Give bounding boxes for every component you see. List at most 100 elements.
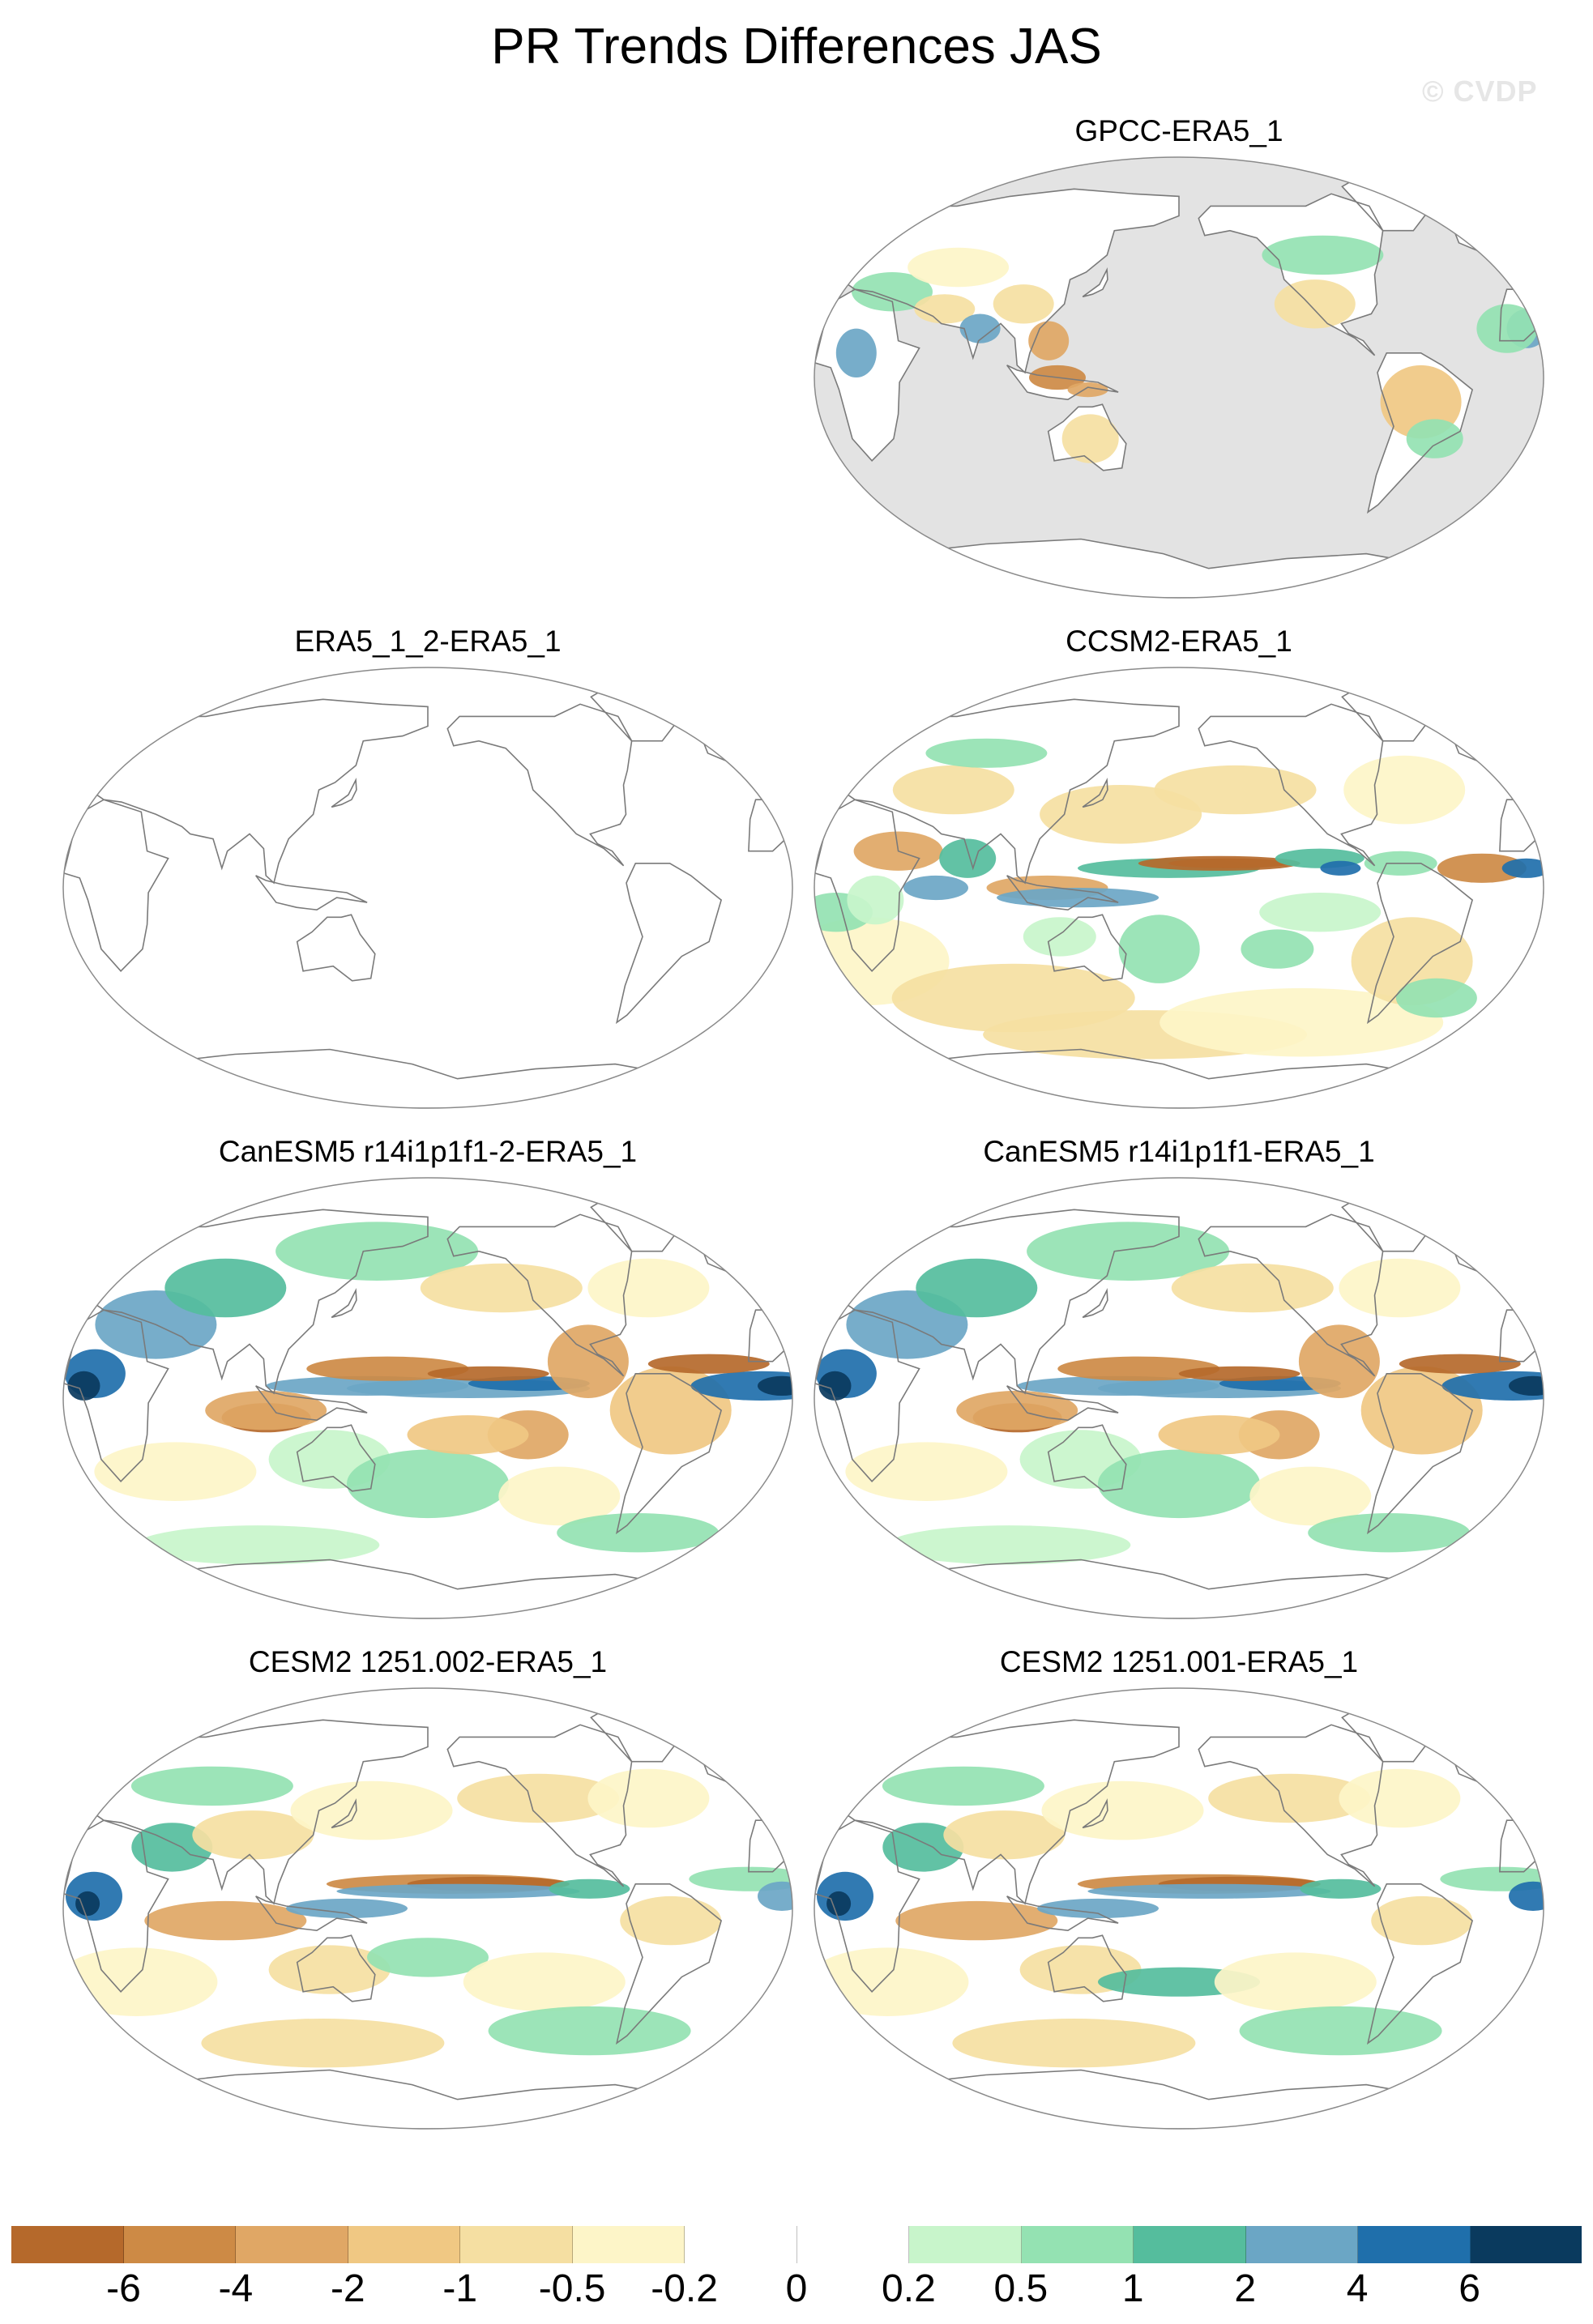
colorbar-label: -1: [442, 2267, 478, 2310]
coastline: [1082, 1798, 1108, 1829]
field-contour: [647, 1354, 770, 1374]
colorbar-box: [11, 2226, 124, 2263]
map-panel-cesm2-002: CESM2 1251.002-ERA5_1: [55, 1644, 801, 2147]
coastline: [1198, 193, 1384, 356]
panel-title: CESM2 1251.001-ERA5_1: [999, 1645, 1359, 1678]
coastline: [1366, 352, 1474, 514]
panel-title: ERA5_1_2-ERA5_1: [294, 625, 562, 658]
field-contour: [1298, 1324, 1380, 1398]
field-contour: [1476, 304, 1538, 353]
field-contour: [1154, 765, 1317, 815]
colorbar-label: -6: [106, 2267, 141, 2310]
colorbar: -6 -4 -2 -1 -0.5 -0.2 0 0.2 0.5 1 2 4 6: [11, 2226, 1582, 2312]
field-contour: [347, 1449, 509, 1519]
field-contour: [549, 1878, 630, 1899]
field-contour: [1118, 915, 1200, 983]
field-contour: [1249, 1466, 1372, 1526]
coastline: [331, 1288, 357, 1319]
field-contour: [835, 328, 877, 377]
field-contour: [1308, 1513, 1471, 1553]
field-contour: [847, 875, 904, 925]
map-panel-cesm2-001: CESM2 1251.001-ERA5_1: [806, 1644, 1552, 2147]
land-area: [840, 189, 1179, 373]
coastline-layer: [63, 1704, 787, 2129]
coastline: [145, 2069, 711, 2129]
field-contour: [1300, 1878, 1382, 1899]
coastline: [296, 1934, 376, 2002]
field-contour: [1371, 1895, 1473, 1946]
field-contour: [943, 1810, 1066, 1860]
coastline: [615, 1883, 723, 2045]
field-contour: [144, 1900, 307, 1941]
field-contour: [587, 1258, 710, 1318]
coastline: [1047, 403, 1127, 471]
coastline: [1082, 1288, 1108, 1319]
colorbar-box: [460, 2226, 573, 2263]
coastline: [331, 1798, 357, 1829]
field-contour: [407, 1415, 529, 1455]
field-contour: [908, 247, 1010, 288]
coastline: [255, 1385, 368, 1422]
coastline: [1006, 875, 1119, 911]
field-contour: [1037, 1898, 1159, 1919]
field-contour: [925, 738, 1048, 768]
coastline: [1047, 914, 1127, 982]
coastline: [814, 799, 920, 972]
field-contour: [75, 1891, 100, 1917]
field-contour: [1171, 1263, 1334, 1313]
field-contour: [1262, 235, 1384, 275]
field-contour: [818, 1371, 852, 1401]
colorbar-label: 2: [1234, 2267, 1257, 2310]
field-contour: [1178, 1366, 1300, 1381]
colorbar-label: 6: [1458, 2267, 1480, 2310]
coastline: [814, 1309, 920, 1482]
field-contour: [903, 875, 968, 901]
coastline: [814, 288, 920, 462]
field-contour: [1406, 419, 1463, 458]
coastline: [615, 863, 723, 1025]
field-contour: [852, 272, 933, 312]
field-contour: [845, 1442, 1008, 1501]
coastline: [1366, 1373, 1474, 1535]
field-contour: [63, 1947, 218, 2017]
field-contour: [427, 1366, 549, 1381]
map-panel-canesm5-1: CanESM5 r14i1p1f1-ERA5_1: [806, 1134, 1552, 1636]
field-contour: [1509, 1881, 1544, 1911]
map-border: [814, 156, 1544, 599]
field-contour: [205, 1390, 327, 1431]
map-border: [814, 1687, 1544, 2130]
coastline: [896, 2069, 1462, 2129]
field-contour: [620, 1895, 722, 1946]
field-contour: [367, 1938, 489, 1977]
field-contour: [192, 1810, 314, 1860]
field-contour: [916, 1258, 1038, 1318]
coastline: [1198, 1724, 1384, 1887]
coastline: [1366, 1883, 1474, 2045]
field-contour: [457, 1773, 620, 1823]
coastline: [145, 1048, 711, 1108]
field-layer: [814, 738, 1544, 1060]
map-era5-2: [62, 667, 793, 1109]
colorbar-label: 0: [785, 2267, 808, 2310]
coastline-layer: [63, 1194, 787, 1618]
colorbar-box: [1470, 2226, 1582, 2263]
colorbar-label: 0.2: [882, 2267, 936, 2310]
coastline: [296, 914, 376, 982]
field-contour: [892, 765, 1014, 815]
map-panel-gpcc: GPCC-ERA5_1: [806, 113, 1552, 616]
field-contour: [268, 1945, 391, 1994]
figure-title: PR Trends Differences JAS: [491, 19, 1102, 75]
panel-title: CCSM2-ERA5_1: [1066, 625, 1292, 658]
colorbar-label: -0.5: [538, 2267, 606, 2310]
coastline: [896, 1559, 1462, 1618]
field-contour: [1208, 1773, 1371, 1823]
field-contour: [201, 2019, 445, 2068]
coastline: [446, 1213, 633, 1377]
coastline: [145, 1559, 711, 1618]
field-contour: [1239, 2006, 1442, 2056]
field-contour: [993, 284, 1054, 324]
colorbar-box: [1021, 2226, 1134, 2263]
colorbar-label: -4: [218, 2267, 254, 2310]
coastline: [1047, 1934, 1127, 2002]
coastline: [296, 1424, 376, 1492]
